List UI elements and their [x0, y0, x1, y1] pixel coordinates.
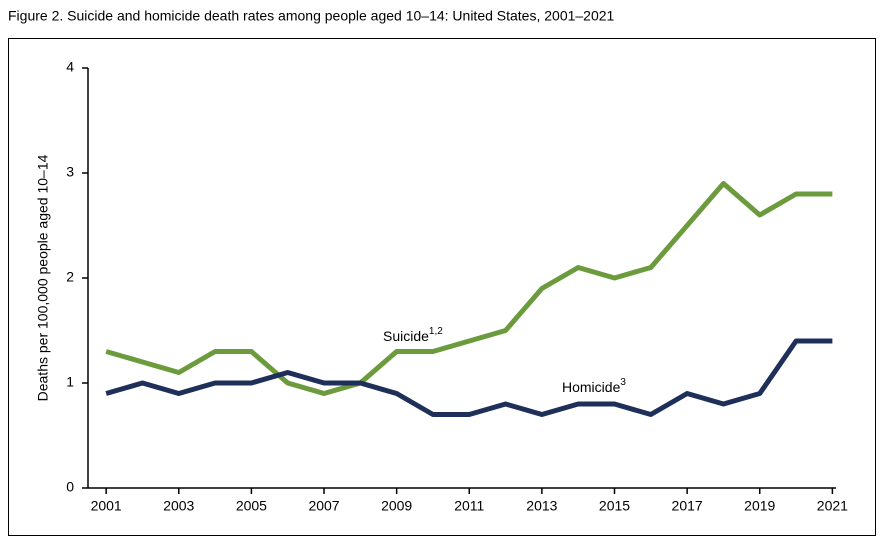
- y-tick-label: 0: [66, 479, 74, 495]
- series-superscript: 3: [620, 377, 626, 388]
- series-label: Suicide1,2: [383, 326, 443, 344]
- x-tick-label: 2021: [817, 498, 848, 514]
- x-tick-label: 2017: [672, 498, 703, 514]
- series-superscript: 1,2: [429, 326, 443, 337]
- x-tick-label: 2001: [91, 498, 122, 514]
- series-line: [105, 338, 833, 417]
- x-tick-label: 2009: [381, 498, 412, 514]
- x-tick-label: 2007: [308, 498, 339, 514]
- x-tick-label: 2005: [236, 498, 267, 514]
- series-label: Homicide3: [562, 377, 626, 395]
- chart-title: Figure 2. Suicide and homicide death rat…: [8, 8, 615, 24]
- series-line: [105, 181, 833, 396]
- y-tick-label: 4: [66, 59, 74, 75]
- x-tick-label: 2015: [599, 498, 630, 514]
- x-tick-label: 2019: [744, 498, 775, 514]
- y-tick-label: 3: [66, 164, 74, 180]
- y-tick-label: 2: [66, 269, 74, 285]
- series-name: Suicide: [383, 328, 429, 344]
- x-tick-label: 2011: [454, 498, 484, 514]
- y-axis-label: Deaths per 100,000 people aged 10–14: [35, 154, 51, 401]
- frame: [8, 38, 876, 536]
- series-name: Homicide: [562, 379, 621, 395]
- y-tick-label: 1: [66, 374, 74, 390]
- x-tick-label: 2013: [526, 498, 557, 514]
- x-tick-label: 2003: [163, 498, 194, 514]
